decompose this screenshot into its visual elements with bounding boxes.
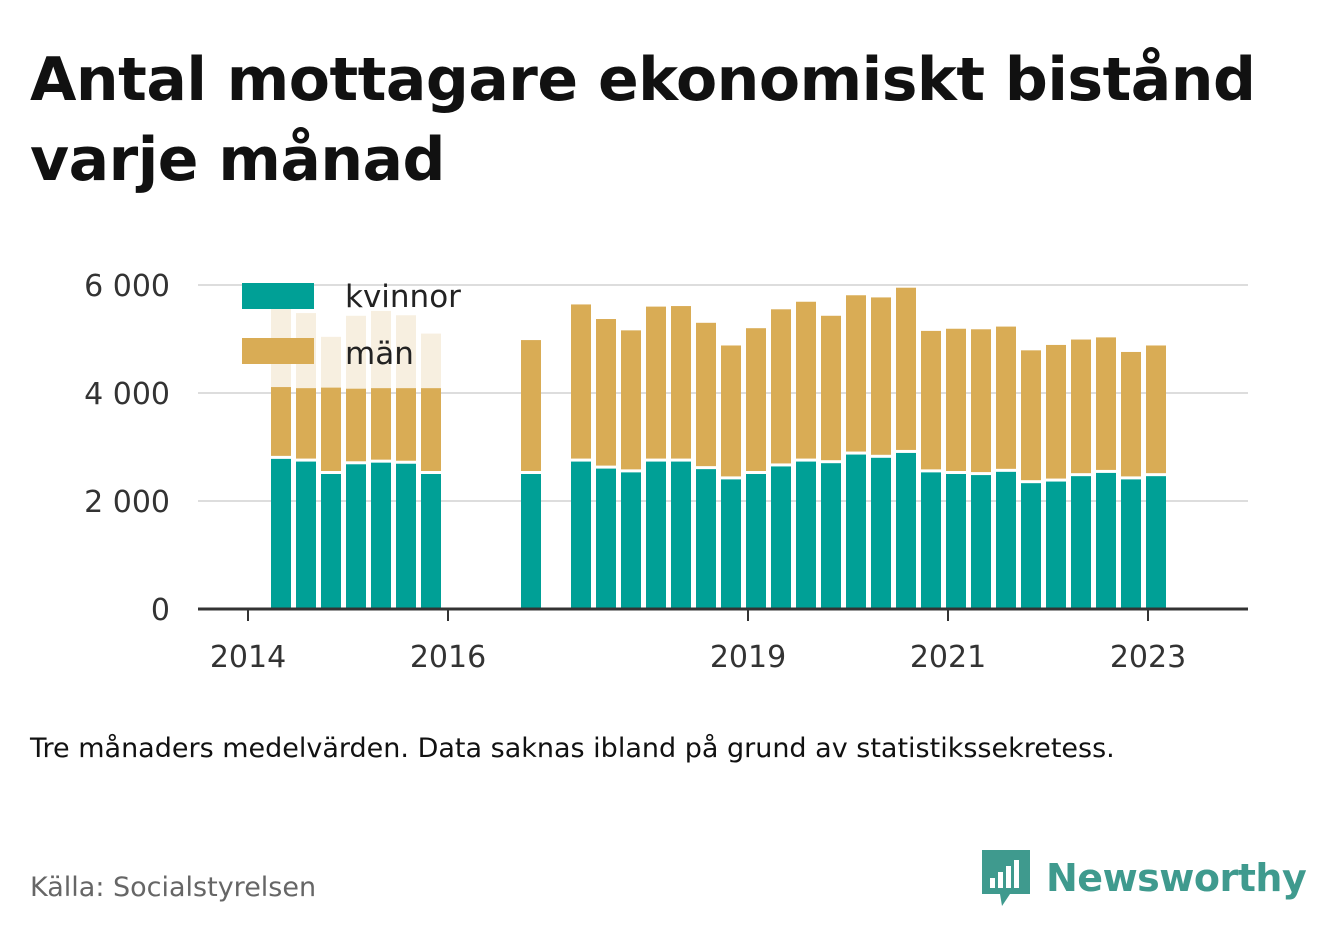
faded-bar	[396, 315, 416, 389]
bar-kvinnor	[571, 461, 591, 609]
x-tick-label: 2019	[710, 640, 786, 675]
bar-kvinnor	[671, 461, 691, 609]
bar-man	[1146, 345, 1166, 474]
bar-man	[1121, 351, 1141, 477]
bar-man	[696, 322, 716, 467]
bar-man	[521, 340, 541, 471]
bar-kvinnor	[746, 474, 766, 609]
bar-man	[271, 387, 291, 456]
bar-man	[971, 329, 991, 473]
y-tick-label: 6 000	[84, 269, 170, 304]
x-tick-label: 2023	[1110, 640, 1186, 675]
legend-swatch-man	[242, 338, 314, 364]
bar-kvinnor	[821, 463, 841, 609]
source-note: Källa: Socialstyrelsen	[30, 872, 317, 903]
footnote: Tre månaders medelvärden. Data saknas ib…	[30, 733, 1115, 764]
bar-man	[421, 388, 441, 471]
bar-man	[896, 287, 916, 450]
bar-man	[746, 328, 766, 471]
x-tick-label: 2021	[910, 640, 986, 675]
bar-kvinnor	[696, 469, 716, 609]
bar-kvinnor	[996, 471, 1016, 609]
bar-man	[946, 328, 966, 471]
page-title: Antal mottagare ekonomiskt bistånd varje…	[30, 45, 1256, 195]
legend: kvinnor män	[242, 279, 461, 372]
bar-kvinnor	[971, 475, 991, 609]
bar-man	[1021, 350, 1041, 481]
bar-man	[371, 388, 391, 460]
bar-man	[1096, 337, 1116, 470]
bar-kvinnor	[596, 468, 616, 609]
x-tick-label: 2016	[410, 640, 486, 675]
legend-label-kvinnor: kvinnor	[345, 279, 461, 315]
bar-kvinnor	[646, 461, 666, 609]
x-tick-label: 2014	[210, 640, 286, 675]
bar-kvinnor	[371, 462, 391, 609]
faded-bar	[346, 315, 366, 389]
newsworthy-logo-icon	[982, 850, 1030, 906]
brand-name: Newsworthy	[1046, 856, 1307, 900]
bar-kvinnor	[1121, 479, 1141, 609]
bar-man	[846, 295, 866, 452]
bar-kvinnor	[1096, 472, 1116, 609]
bar-man	[296, 388, 316, 459]
bar-kvinnor	[1046, 481, 1066, 609]
bar-kvinnor	[921, 472, 941, 609]
faded-bar	[371, 310, 391, 389]
legend-swatch-kvinnor	[242, 283, 314, 309]
bar-man	[571, 304, 591, 459]
bar-man	[1046, 344, 1066, 479]
bar-man	[671, 306, 691, 459]
y-tick-label: 0	[151, 593, 170, 628]
bar-kvinnor	[346, 464, 366, 609]
x-axis-ticks: 2014 2016 2019 2021 2023	[210, 609, 1186, 675]
bar-man	[346, 388, 366, 462]
bar-kvinnor	[896, 452, 916, 609]
faded-bar	[421, 333, 441, 389]
bar-kvinnor	[521, 474, 541, 609]
bar-kvinnor	[296, 461, 316, 609]
y-tick-label: 4 000	[84, 377, 170, 412]
bar-man	[821, 315, 841, 461]
brand-logo[interactable]: Newsworthy	[980, 848, 1307, 908]
bar-kvinnor	[321, 474, 341, 609]
bar-man	[721, 345, 741, 477]
bar-kvinnor	[421, 474, 441, 609]
bar-kvinnor	[1021, 483, 1041, 609]
bar-man	[321, 387, 341, 471]
bar-man	[596, 319, 616, 466]
bar-kvinnor	[621, 472, 641, 609]
bar-man	[771, 309, 791, 464]
faded-bar	[321, 336, 341, 388]
bar-kvinnor	[771, 466, 791, 609]
bar-kvinnor	[796, 461, 816, 609]
bar-kvinnor	[271, 458, 291, 609]
bar-kvinnor	[396, 463, 416, 609]
bar-kvinnor	[721, 479, 741, 609]
bar-man	[396, 388, 416, 461]
bar-man	[646, 306, 666, 459]
bar-kvinnor	[946, 474, 966, 609]
bar-kvinnor	[846, 454, 866, 609]
bar-man	[1071, 339, 1091, 474]
bar-kvinnor	[1146, 476, 1166, 609]
bar-man	[871, 297, 891, 455]
bars	[271, 287, 1166, 609]
bar-man	[621, 330, 641, 470]
bar-kvinnor	[1071, 476, 1091, 609]
y-tick-label: 2 000	[84, 485, 170, 520]
bar-man	[796, 301, 816, 459]
y-axis-ticks: 0 2 000 4 000 6 000	[84, 269, 170, 628]
faded-bars	[271, 306, 441, 389]
bar-kvinnor	[871, 457, 891, 609]
bar-man	[921, 330, 941, 470]
legend-label-man: män	[345, 336, 414, 372]
bar-man	[996, 326, 1016, 469]
